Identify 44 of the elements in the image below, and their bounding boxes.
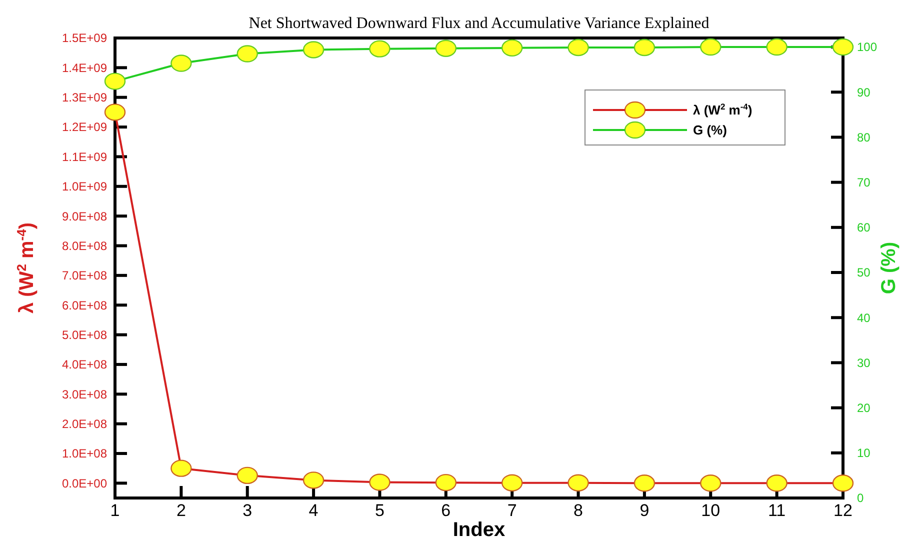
x-tick-label: 11 xyxy=(768,501,786,520)
y-tick-label: 3.0E+08 xyxy=(62,387,108,402)
chart-title: Net Shortwaved Downward Flux and Accumulative Variance Explained xyxy=(248,15,710,32)
y-tick-label: 1.2E+09 xyxy=(62,120,108,134)
y-tick-label: 1.5E+09 xyxy=(62,31,108,46)
x-tick-label: 6 xyxy=(441,501,451,520)
x-tick-label: 4 xyxy=(308,501,318,520)
x-tick-label: 12 xyxy=(834,501,852,520)
y-tick-label: 7.0E+08 xyxy=(62,268,108,283)
legend-label: G (%) xyxy=(693,122,727,138)
y2-tick-label: 10 xyxy=(857,446,871,460)
y-tick-label: 0.0E+00 xyxy=(62,476,108,490)
y-tick-label: 1.3E+09 xyxy=(62,90,108,105)
y-tick-label: 9.0E+08 xyxy=(62,209,108,224)
x-tick-label: 2 xyxy=(176,501,186,520)
x-tick-label: 3 xyxy=(242,501,252,520)
y2-tick-label: 0 xyxy=(857,491,864,506)
y-tick-label: 4.0E+08 xyxy=(62,358,108,372)
legend-label: λ (W$^{2}$ m$^{-4}$) xyxy=(693,102,752,118)
y2-tick-label: 50 xyxy=(857,266,871,280)
y-tick-label: 1.0E+08 xyxy=(62,446,108,461)
y-tick-label: 1.0E+09 xyxy=(62,180,108,194)
y-tick-label: 5.0E+08 xyxy=(62,328,108,342)
x-tick-label: 10 xyxy=(701,501,720,520)
x-axis-title: Index xyxy=(452,519,506,541)
x-tick-label: 1 xyxy=(110,501,120,520)
x-tick-label: 9 xyxy=(640,501,650,520)
x-tick-label: 5 xyxy=(374,501,384,520)
y2-tick-label: 80 xyxy=(857,130,871,144)
y2-tick-label: 70 xyxy=(857,176,871,190)
x-tick-label: 7 xyxy=(507,501,517,520)
y-tick-label: 2.0E+08 xyxy=(62,417,108,432)
y2-tick-label: 90 xyxy=(857,85,871,100)
y2-tick-label: 40 xyxy=(857,310,871,325)
x-tick-label: 8 xyxy=(574,501,584,520)
y-tick-label: 8.0E+08 xyxy=(62,238,108,253)
y2-tick-label: 20 xyxy=(857,401,871,416)
y-tick-label: 1.1E+09 xyxy=(62,150,108,164)
y2-tick-label: 100 xyxy=(857,40,878,54)
y2-tick-label: 60 xyxy=(857,220,871,235)
y2-axis-title: G (%) xyxy=(878,242,900,294)
y-tick-label: 1.4E+09 xyxy=(62,60,108,75)
y2-tick-label: 30 xyxy=(857,356,871,370)
y-tick-label: 6.0E+08 xyxy=(62,298,108,312)
